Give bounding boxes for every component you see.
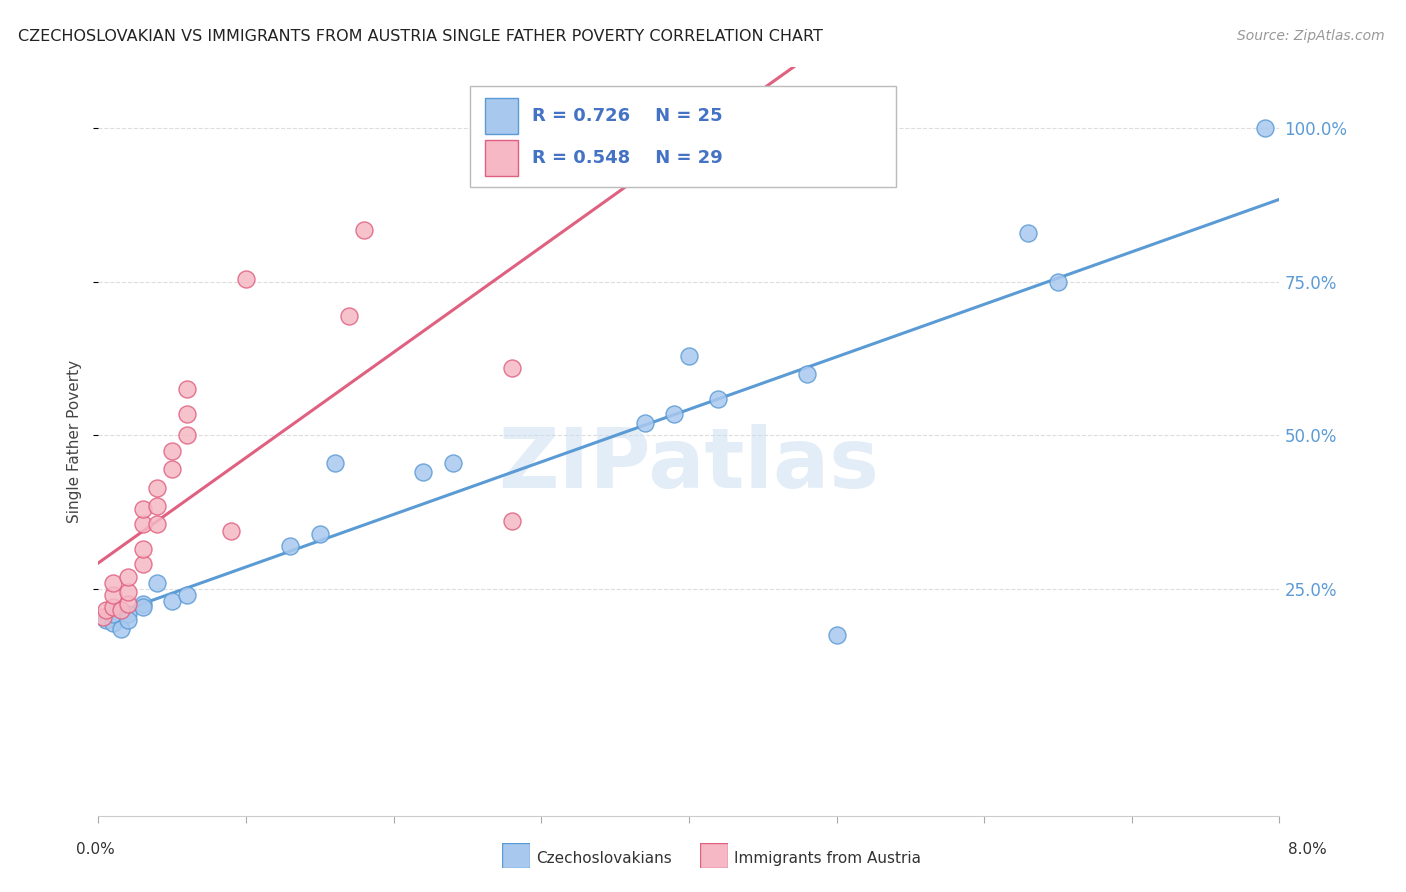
FancyBboxPatch shape — [485, 140, 517, 177]
Point — [103, 588, 125, 602]
Text: R = 0.548    N = 29: R = 0.548 N = 29 — [531, 150, 723, 168]
Point — [117, 613, 139, 627]
Point — [110, 603, 132, 617]
Point — [1018, 226, 1040, 240]
Text: Source: ZipAtlas.com: Source: ZipAtlas.com — [1237, 29, 1385, 43]
Point — [221, 524, 243, 538]
Point — [162, 594, 183, 608]
Point — [110, 622, 132, 636]
Point — [162, 462, 183, 476]
Point — [146, 517, 169, 532]
Point — [176, 428, 198, 442]
Text: Czechoslovakians: Czechoslovakians — [536, 851, 672, 865]
Point — [825, 628, 848, 642]
Y-axis label: Single Father Poverty: Single Father Poverty — [67, 360, 83, 523]
Text: Immigrants from Austria: Immigrants from Austria — [734, 851, 921, 865]
Point — [117, 607, 139, 621]
Point — [339, 309, 361, 323]
Point — [323, 456, 346, 470]
Point — [91, 609, 114, 624]
Point — [441, 456, 464, 470]
Point — [117, 597, 139, 611]
Point — [132, 502, 155, 516]
Point — [1046, 275, 1070, 289]
Point — [162, 443, 183, 458]
Point — [146, 575, 169, 590]
Point — [678, 349, 700, 363]
Point — [280, 539, 302, 553]
Point — [707, 392, 730, 406]
Point — [132, 600, 155, 615]
Point — [132, 558, 155, 572]
Point — [103, 615, 125, 630]
Point — [648, 121, 671, 136]
Point — [103, 607, 125, 621]
Point — [235, 272, 257, 286]
Point — [501, 360, 523, 375]
FancyBboxPatch shape — [485, 98, 517, 134]
Point — [117, 569, 139, 583]
Point — [176, 588, 198, 602]
Text: R = 0.726    N = 25: R = 0.726 N = 25 — [531, 107, 723, 125]
Point — [94, 603, 117, 617]
Point — [634, 416, 657, 430]
Point — [132, 541, 155, 556]
Point — [353, 222, 375, 236]
Text: 0.0%: 0.0% — [76, 842, 115, 856]
Point — [309, 526, 332, 541]
Point — [146, 481, 169, 495]
Text: 8.0%: 8.0% — [1288, 842, 1327, 856]
Point — [103, 600, 125, 615]
Point — [664, 407, 686, 421]
Point — [501, 515, 523, 529]
Text: ZIPatlas: ZIPatlas — [499, 424, 879, 505]
Point — [176, 382, 198, 396]
Point — [94, 613, 117, 627]
Point — [103, 575, 125, 590]
Point — [1254, 121, 1277, 136]
Point — [412, 465, 434, 479]
Point — [146, 499, 169, 513]
Point — [796, 367, 818, 381]
Point — [176, 407, 198, 421]
Point — [132, 597, 155, 611]
FancyBboxPatch shape — [471, 86, 896, 186]
Point — [619, 121, 641, 136]
Text: CZECHOSLOVAKIAN VS IMMIGRANTS FROM AUSTRIA SINGLE FATHER POVERTY CORRELATION CHA: CZECHOSLOVAKIAN VS IMMIGRANTS FROM AUSTR… — [18, 29, 823, 44]
Point — [117, 585, 139, 599]
Point — [132, 517, 155, 532]
